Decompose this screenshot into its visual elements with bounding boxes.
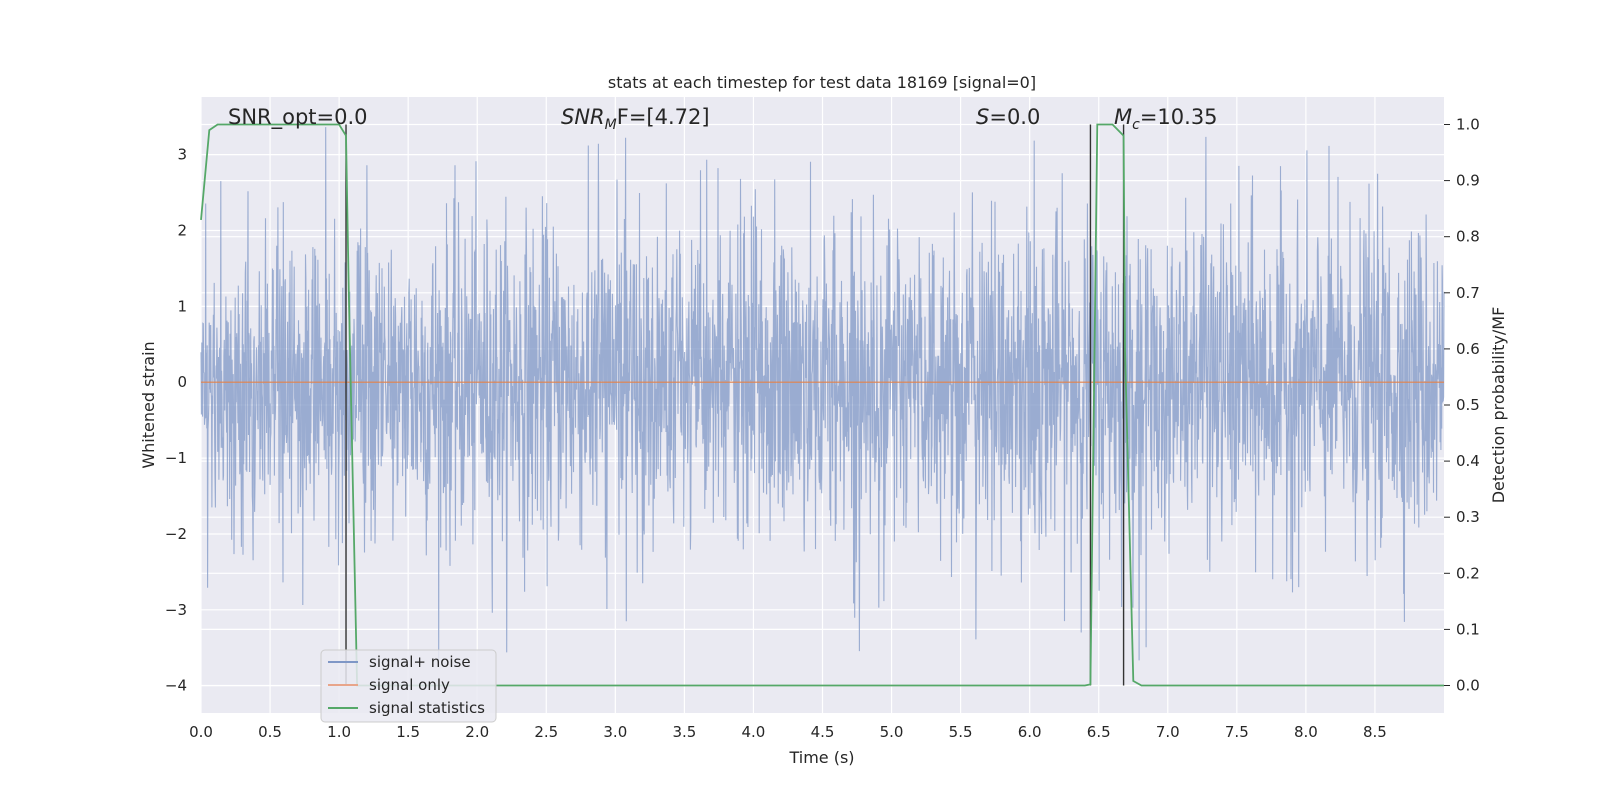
legend-box (320, 649, 497, 723)
x-tick-label: 3.5 (672, 723, 696, 741)
y-axis-label: Whitened strain (139, 341, 158, 468)
series-line-signal-plus-noise (200, 127, 1445, 661)
y2-tick-label: 0.1 (1456, 620, 1480, 638)
y-tick-label: 1 (177, 297, 187, 315)
annotation-snr-mf-main: SNR (561, 105, 605, 129)
x-tick-label: 8.5 (1363, 723, 1387, 741)
series-line-signal-statistics (200, 123, 1444, 687)
annotation-mc-sub: c (1132, 117, 1140, 133)
y2-tick-label: 0.4 (1456, 452, 1480, 470)
y2-tick-label: 0.9 (1456, 172, 1480, 190)
y2-axis-ticks: 1.0 0.9 0.8 0.7 0.6 0.5 0.4 0.3 0.2 0.1 0.0 (1444, 115, 1480, 695)
x-tick-label: 0.0 (189, 723, 213, 741)
y2-tick-label: 1.0 (1456, 115, 1480, 133)
annotation-s-rest: =0.0 (989, 105, 1040, 129)
annotation-snr-mf-rest: F=[4.72] (617, 105, 710, 129)
y2-axis-label: Detection probability/MF (1489, 307, 1508, 504)
x-tick-label: 1.0 (327, 723, 351, 741)
legend-label-signal-statistics: signal statistics (369, 699, 485, 717)
annotation-mc-rest: =10.35 (1140, 105, 1218, 129)
y2-tick-label: 0.3 (1456, 508, 1480, 526)
series-signal-plus-noise (200, 127, 1445, 661)
x-tick-label: 4.0 (742, 723, 766, 741)
legend: signal+ noise signal only signal statist… (320, 649, 497, 723)
y-tick-label: 0 (177, 373, 187, 391)
x-tick-label: 5.0 (880, 723, 904, 741)
y-tick-label: 3 (177, 146, 187, 164)
y2-tick-label: 0.2 (1456, 564, 1480, 582)
annotation-s-main: S (976, 105, 989, 129)
y-tick-label: −3 (165, 601, 187, 619)
y-axis-ticks: 3 2 1 0 −1 −2 −3 −4 (165, 146, 187, 695)
annotation-snr-opt: SNR_opt=0.0 (228, 105, 368, 130)
y2-tick-label: 0.6 (1456, 340, 1480, 358)
y-tick-label: −1 (165, 449, 187, 467)
x-tick-label: 1.5 (396, 723, 420, 741)
y2-tick-label: 0.7 (1456, 284, 1480, 302)
legend-label-signal-plus-noise: signal+ noise (369, 653, 471, 671)
y2-tick-label: 0.0 (1456, 677, 1480, 695)
x-tick-label: 5.5 (949, 723, 973, 741)
annotation-snr-mf: SNRMF=[4.72] (561, 105, 710, 133)
x-tick-label: 0.5 (258, 723, 282, 741)
x-tick-label: 7.0 (1156, 723, 1180, 741)
series-signal-statistics (200, 123, 1444, 687)
x-tick-label: 6.0 (1018, 723, 1042, 741)
legend-label-signal-only: signal only (369, 676, 450, 694)
x-tick-label: 7.5 (1225, 723, 1249, 741)
x-tick-label: 8.0 (1294, 723, 1318, 741)
annotation-s: S=0.0 (976, 105, 1040, 129)
annotation-snr-mf-sub: M (605, 117, 617, 133)
x-tick-label: 6.5 (1087, 723, 1111, 741)
y-tick-label: −4 (165, 677, 187, 695)
y2-tick-label: 0.5 (1456, 396, 1480, 414)
y-tick-label: 2 (177, 222, 187, 240)
x-tick-label: 3.0 (603, 723, 627, 741)
x-axis-ticks: 0.0 0.5 1.0 1.5 2.0 2.5 3.0 3.5 4.0 4.5 5.0 5.5 6.0 6… (189, 723, 1387, 741)
annotation-mc-main: M (1114, 105, 1132, 129)
x-axis-label: Time (s) (788, 748, 854, 767)
y2-tick-label: 0.8 (1456, 228, 1480, 246)
x-tick-label: 4.5 (811, 723, 835, 741)
x-tick-label: 2.5 (534, 723, 558, 741)
annotation-mc: Mc=10.35 (1114, 105, 1218, 133)
x-tick-label: 2.0 (465, 723, 489, 741)
chart-title: stats at each timestep for test data 181… (608, 73, 1036, 92)
y-tick-label: −2 (165, 525, 187, 543)
